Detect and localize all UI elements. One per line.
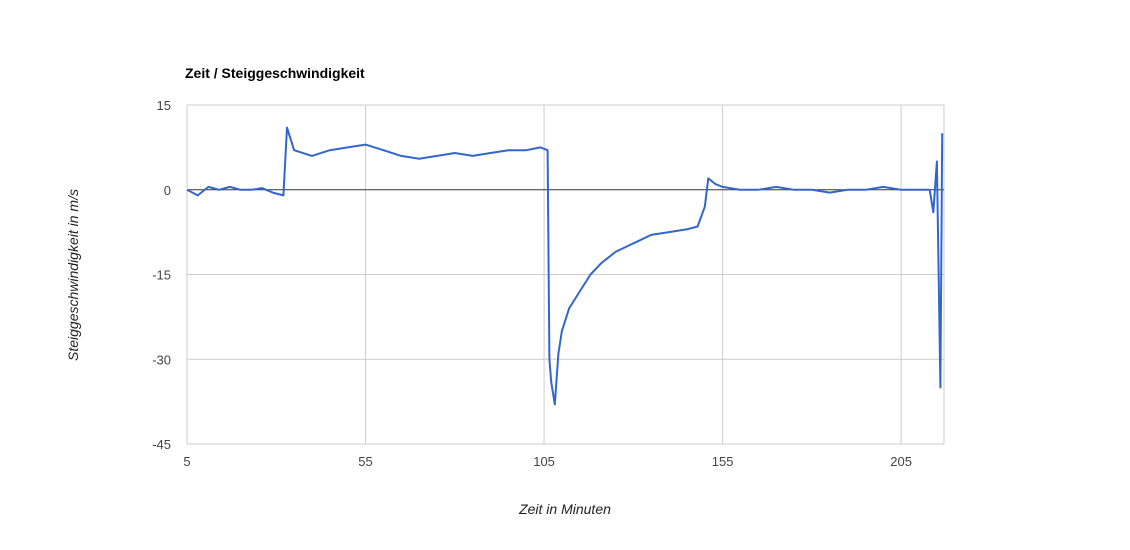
chart-title: Zeit / Steiggeschwindigkeit [185, 65, 365, 81]
y-tick-label: -15 [152, 268, 171, 283]
gridlines [186, 104, 945, 445]
x-tick-label: 205 [890, 454, 912, 469]
x-tick-label: 55 [358, 454, 372, 469]
x-tick-label: 105 [533, 454, 555, 469]
series-line-steiggeschwindigkeit [186, 126, 944, 406]
y-tick-label: 15 [157, 98, 171, 113]
x-tick-label: 5 [183, 454, 190, 469]
y-tick-label: 0 [164, 183, 171, 198]
y-axis-label: Steiggeschwindigkeit in m/s [65, 189, 81, 361]
y-tick-label: -45 [152, 437, 171, 452]
x-axis-label: Zeit in Minuten [518, 501, 611, 517]
y-tick-label: -30 [152, 352, 171, 367]
x-tick-label: 155 [712, 454, 734, 469]
